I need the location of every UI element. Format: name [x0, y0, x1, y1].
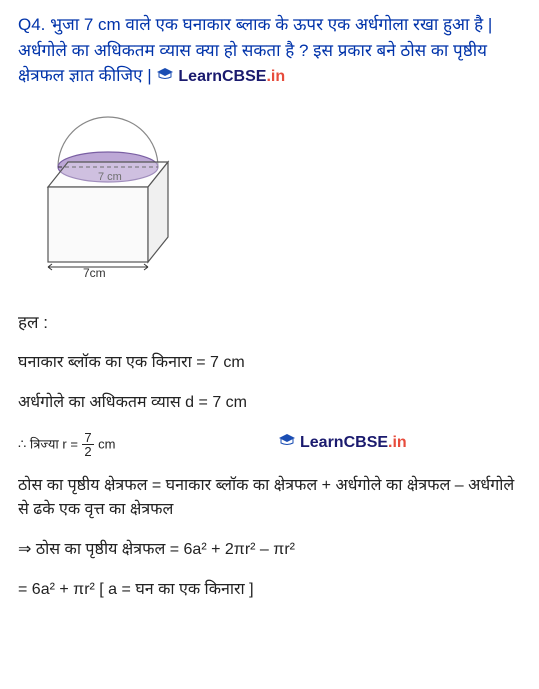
- line2-text: अर्धगोले का अधिकतम व्यास d =: [18, 394, 212, 411]
- solution-label: हल :: [18, 310, 521, 333]
- solution-line-2: अर्धगोले का अधिकतम व्यास d = 7 cm: [18, 391, 521, 415]
- solution-line-5: ⇒ ठोस का पृष्ठीय क्षेत्रफल = 6a² + 2πr² …: [18, 538, 521, 562]
- brand-logo-inline: LearnCBSE.in: [278, 431, 407, 455]
- fraction: 7 2: [82, 431, 93, 458]
- solution-line-1: घनाकार ब्लॉक का एक किनारा = 7 cm: [18, 351, 521, 375]
- fraction-num: 7: [82, 431, 93, 445]
- brand-in: in: [271, 65, 285, 89]
- brand-learn: Learn: [300, 431, 344, 455]
- fraction-den: 2: [82, 445, 93, 458]
- brand-cbse: CBSE: [344, 431, 388, 455]
- graduation-cap-icon: [278, 431, 296, 455]
- brand-cbse: CBSE: [222, 65, 266, 89]
- svg-text:7cm: 7cm: [83, 266, 106, 277]
- brand-in: in: [392, 431, 406, 455]
- line2-value: 7 cm: [212, 394, 247, 411]
- line1-value: 7 cm: [210, 354, 245, 371]
- brand-logo: LearnCBSE.in: [156, 65, 285, 89]
- cube-hemisphere-svg: 7 cm 7cm: [28, 107, 198, 277]
- solution-line-6: = 6a² + πr² [ a = घन का एक किनारा ]: [18, 578, 521, 602]
- line1-text: घनाकार ब्लॉक का एक किनारा =: [18, 354, 210, 371]
- question-block: Q4. भुजा 7 cm वाले एक घनाकार ब्लाक के ऊप…: [18, 12, 521, 89]
- graduation-cap-icon: [156, 65, 174, 89]
- solution-line-3: ∴ त्रिज्या r = 7 2 cm LearnCBSE.in: [18, 431, 521, 458]
- question-label: Q4.: [18, 15, 45, 34]
- solution-line-4: ठोस का पृष्ठीय क्षेत्रफल = घनाकार ब्लॉक …: [18, 474, 521, 522]
- brand-learn: Learn: [178, 65, 222, 89]
- diagram: 7 cm 7cm: [28, 107, 521, 282]
- line3-text: ∴ त्रिज्या r =: [18, 437, 78, 452]
- line3-unit: cm: [98, 437, 115, 452]
